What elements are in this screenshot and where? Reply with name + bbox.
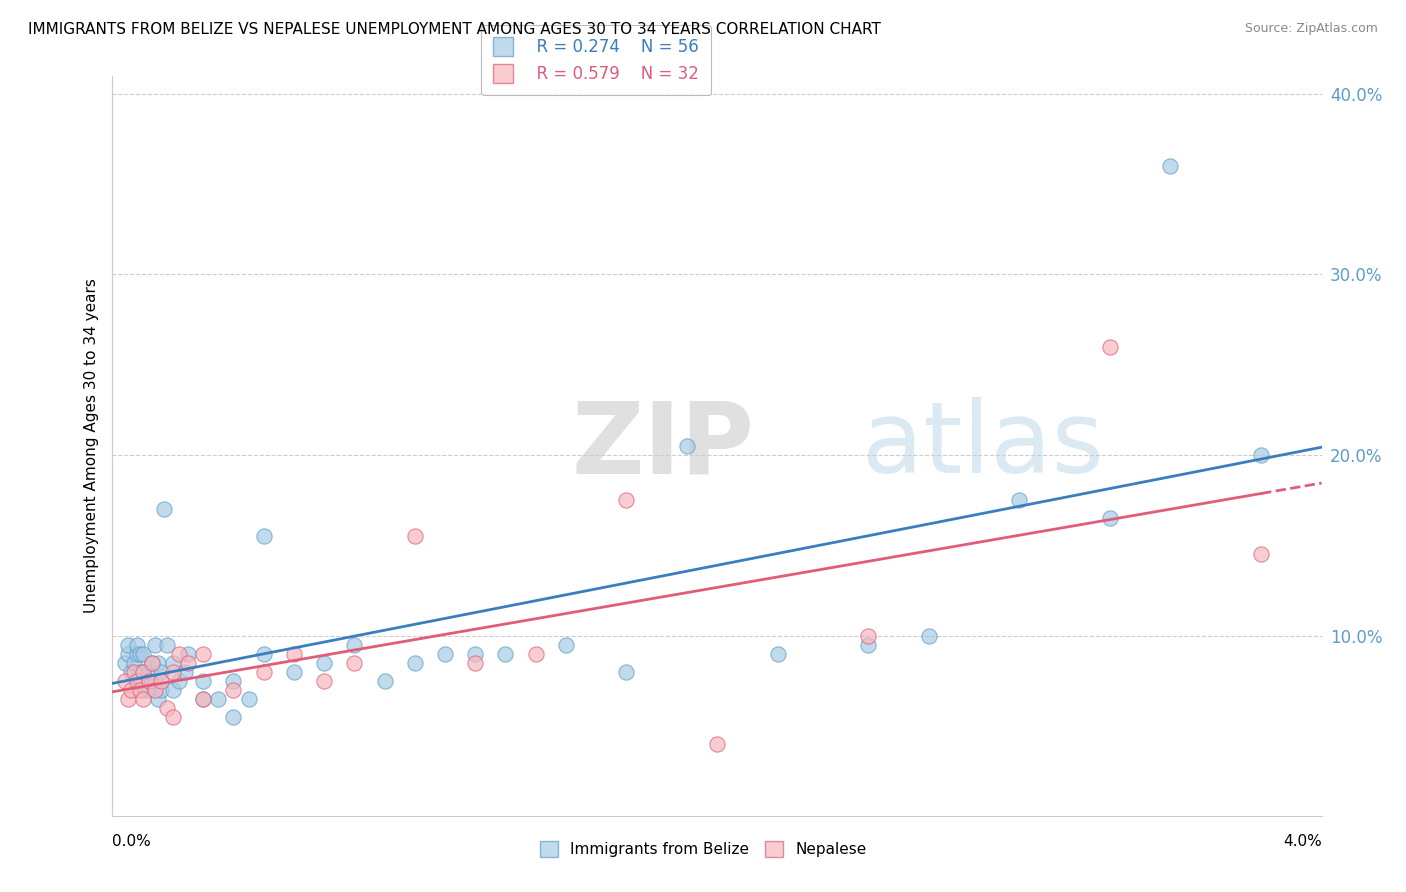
Text: ZIP: ZIP	[572, 398, 755, 494]
Point	[222, 710, 245, 724]
Point	[138, 682, 160, 697]
Text: 4.0%: 4.0%	[1282, 834, 1322, 849]
Point	[238, 691, 260, 706]
Point	[117, 638, 139, 652]
Point	[312, 656, 335, 670]
Point	[132, 682, 155, 697]
Point	[191, 691, 215, 706]
Point	[1098, 511, 1121, 525]
Point	[616, 493, 638, 508]
Point	[433, 647, 456, 661]
Point	[114, 656, 136, 670]
Point	[222, 682, 245, 697]
Point	[404, 529, 426, 543]
Point	[117, 691, 139, 706]
Point	[162, 665, 184, 679]
Point	[153, 502, 176, 516]
Point	[177, 647, 200, 661]
Point	[917, 629, 939, 643]
Legend: Immigrants from Belize, Nepalese: Immigrants from Belize, Nepalese	[530, 832, 876, 866]
Point	[125, 673, 148, 688]
Point	[766, 647, 789, 661]
Point	[616, 665, 638, 679]
Point	[128, 665, 150, 679]
Point	[343, 656, 366, 670]
Point	[464, 647, 486, 661]
Point	[283, 665, 305, 679]
Point	[120, 665, 142, 679]
Point	[125, 647, 148, 661]
Point	[156, 701, 179, 715]
Text: atlas: atlas	[862, 398, 1104, 494]
Point	[120, 682, 142, 697]
Point	[132, 673, 155, 688]
Point	[1250, 448, 1272, 462]
Point	[706, 737, 728, 751]
Point	[122, 656, 145, 670]
Point	[162, 710, 184, 724]
Point	[143, 682, 166, 697]
Point	[207, 691, 229, 706]
Point	[128, 647, 150, 661]
Text: Source: ZipAtlas.com: Source: ZipAtlas.com	[1244, 22, 1378, 36]
Point	[149, 665, 172, 679]
Point	[141, 656, 163, 670]
Point	[253, 647, 276, 661]
Point	[141, 656, 163, 670]
Text: 0.0%: 0.0%	[112, 834, 152, 849]
Point	[162, 682, 184, 697]
Point	[675, 439, 697, 453]
Point	[253, 665, 276, 679]
Legend:   R = 0.274    N = 56,   R = 0.579    N = 32: R = 0.274 N = 56, R = 0.579 N = 32	[481, 25, 711, 95]
Point	[524, 647, 547, 661]
Point	[191, 673, 215, 688]
Point	[143, 638, 166, 652]
Point	[132, 691, 155, 706]
Point	[138, 665, 160, 679]
Point	[114, 673, 136, 688]
Point	[554, 638, 576, 652]
Point	[128, 682, 150, 697]
Point	[149, 682, 172, 697]
Point	[138, 673, 160, 688]
Point	[495, 647, 517, 661]
Point	[1098, 340, 1121, 354]
Point	[125, 638, 148, 652]
Point	[177, 656, 200, 670]
Point	[373, 673, 396, 688]
Point	[162, 656, 184, 670]
Point	[404, 656, 426, 670]
Point	[253, 529, 276, 543]
Point	[222, 673, 245, 688]
Point	[174, 665, 197, 679]
Point	[191, 691, 215, 706]
Point	[132, 665, 155, 679]
Point	[1008, 493, 1031, 508]
Point	[149, 673, 172, 688]
Point	[156, 638, 179, 652]
Point	[1250, 547, 1272, 561]
Point	[856, 629, 880, 643]
Point	[117, 647, 139, 661]
Point	[146, 691, 169, 706]
Point	[312, 673, 335, 688]
Point	[191, 647, 215, 661]
Point	[464, 656, 486, 670]
Point	[146, 656, 169, 670]
Point	[167, 647, 190, 661]
Point	[132, 647, 155, 661]
Point	[343, 638, 366, 652]
Point	[125, 673, 148, 688]
Point	[167, 673, 190, 688]
Point	[143, 673, 166, 688]
Text: IMMIGRANTS FROM BELIZE VS NEPALESE UNEMPLOYMENT AMONG AGES 30 TO 34 YEARS CORREL: IMMIGRANTS FROM BELIZE VS NEPALESE UNEMP…	[28, 22, 882, 37]
Point	[1159, 159, 1181, 173]
Point	[856, 638, 880, 652]
Point	[132, 665, 155, 679]
Point	[283, 647, 305, 661]
Y-axis label: Unemployment Among Ages 30 to 34 years: Unemployment Among Ages 30 to 34 years	[83, 278, 98, 614]
Point	[122, 665, 145, 679]
